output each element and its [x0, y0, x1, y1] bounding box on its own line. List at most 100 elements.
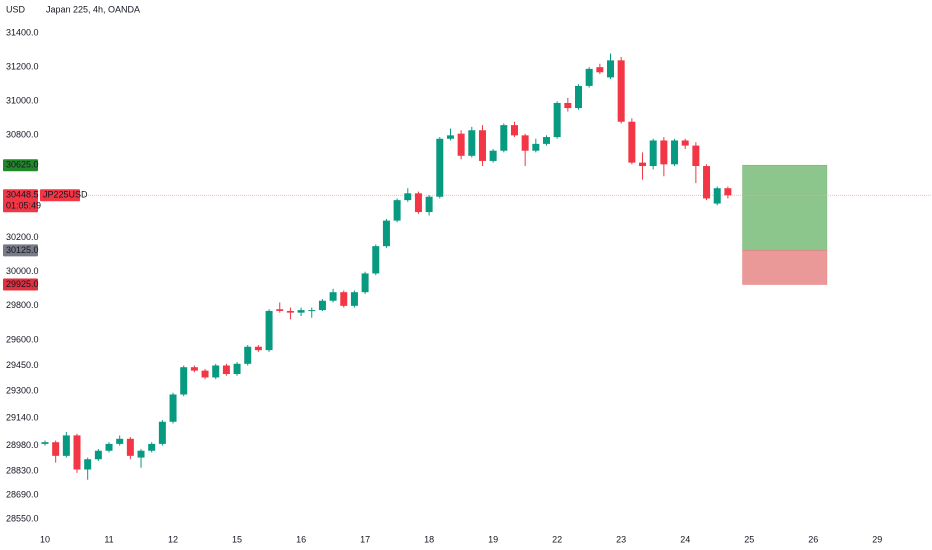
candle-body — [564, 102, 572, 109]
candle-body — [297, 310, 305, 313]
last-price-box — [3, 189, 38, 213]
countdown: 01:05:49 — [6, 201, 41, 211]
candle-body — [639, 162, 647, 167]
x-tick-label: 16 — [296, 534, 306, 544]
candle-body — [649, 140, 657, 167]
x-tick-label: 10 — [40, 534, 50, 544]
x-tick-label: 23 — [616, 534, 626, 544]
x-tick-label: 18 — [424, 534, 434, 544]
candle-body — [671, 140, 679, 165]
candle-body — [244, 346, 252, 364]
candle-body — [596, 67, 604, 73]
candle-body — [137, 450, 145, 458]
candle-body — [222, 365, 230, 375]
candle-body — [329, 292, 337, 301]
candle-body — [350, 292, 358, 306]
candle-body — [607, 60, 615, 78]
y-tick-label: 29600.0 — [6, 334, 39, 344]
candle-body — [628, 121, 636, 163]
candle-body — [340, 292, 348, 306]
candle-body — [254, 346, 262, 351]
x-tick-label: 24 — [680, 534, 690, 544]
candle-body — [500, 125, 508, 151]
price-tag: 30625.0 — [6, 160, 39, 170]
candle-body — [713, 188, 721, 204]
y-tick-label: 29450.0 — [6, 360, 39, 370]
x-tick-label: 29 — [872, 534, 882, 544]
y-tick-label: 28980.0 — [6, 440, 39, 450]
candle-body — [489, 150, 497, 161]
candle-body — [446, 135, 454, 139]
candle-body — [212, 365, 220, 378]
candle-body — [169, 394, 177, 422]
candle-body — [414, 193, 422, 213]
price-tag: 29925.0 — [6, 279, 39, 289]
y-tick-label: 31200.0 — [6, 62, 39, 72]
symbol-box — [40, 189, 80, 202]
symbol: JP225USD — [43, 190, 88, 200]
candle-body — [62, 435, 70, 456]
candle-body — [468, 130, 476, 156]
candle-body — [660, 140, 668, 165]
candle-body — [148, 443, 156, 451]
candle-body — [52, 442, 60, 456]
candle-body — [73, 435, 81, 470]
candle-body — [190, 367, 198, 371]
y-tick-label: 28690.0 — [6, 489, 39, 499]
x-tick-label: 12 — [168, 534, 178, 544]
loss-zone — [742, 250, 828, 285]
y-tick-label: 30800.0 — [6, 130, 39, 140]
candle-body — [703, 166, 711, 199]
candle-body — [233, 363, 241, 375]
currency: USD — [6, 4, 26, 14]
candle-body — [276, 309, 284, 311]
y-tick-label: 31400.0 — [6, 27, 39, 37]
y-tick-label: 28550.0 — [6, 513, 39, 523]
candle-body — [425, 196, 433, 213]
candle-body — [585, 68, 593, 86]
candle-body — [41, 442, 49, 444]
candle-body — [372, 246, 380, 274]
candle-body — [478, 130, 486, 161]
candle-body — [521, 135, 529, 151]
x-tick-label: 22 — [552, 534, 562, 544]
candle-body — [308, 310, 316, 312]
candle-body — [542, 137, 550, 144]
price-tag: 30125.0 — [6, 245, 39, 255]
last-price: 30448.5 — [6, 190, 39, 200]
candle-body — [575, 85, 582, 109]
x-tick-label: 11 — [104, 534, 113, 544]
candle-body — [510, 125, 518, 136]
chart-title: Japan 225, 4h, OANDA — [46, 4, 140, 14]
candle-body — [692, 145, 700, 167]
price-tag-box — [3, 244, 38, 257]
candle-body — [404, 193, 412, 201]
candle-body — [116, 438, 124, 444]
profit-zone — [742, 164, 828, 251]
candle-body — [724, 188, 732, 196]
y-tick-label: 28830.0 — [6, 466, 39, 476]
candle-body — [201, 370, 209, 378]
candle-body — [361, 273, 369, 293]
y-tick-label: 29300.0 — [6, 385, 39, 395]
y-tick-label: 30200.0 — [6, 232, 39, 242]
x-tick-label: 17 — [360, 534, 370, 544]
candle-body — [532, 143, 540, 151]
x-tick-label: 26 — [808, 534, 818, 544]
candle-body — [617, 60, 625, 122]
candle-body — [318, 300, 326, 311]
y-tick-label: 31000.0 — [6, 96, 39, 106]
candle-body — [265, 310, 273, 351]
candle-body — [84, 459, 92, 470]
x-tick-label: 15 — [232, 534, 242, 544]
candle-body — [94, 450, 102, 460]
candle-body — [158, 421, 166, 444]
candle-body — [436, 138, 444, 197]
candle-body — [681, 140, 689, 146]
x-tick-label: 19 — [488, 534, 498, 544]
candle-body — [286, 310, 294, 313]
y-tick-label: 30000.0 — [6, 266, 39, 276]
x-tick-label: 25 — [744, 534, 754, 544]
y-tick-label: 29140.0 — [6, 413, 39, 423]
